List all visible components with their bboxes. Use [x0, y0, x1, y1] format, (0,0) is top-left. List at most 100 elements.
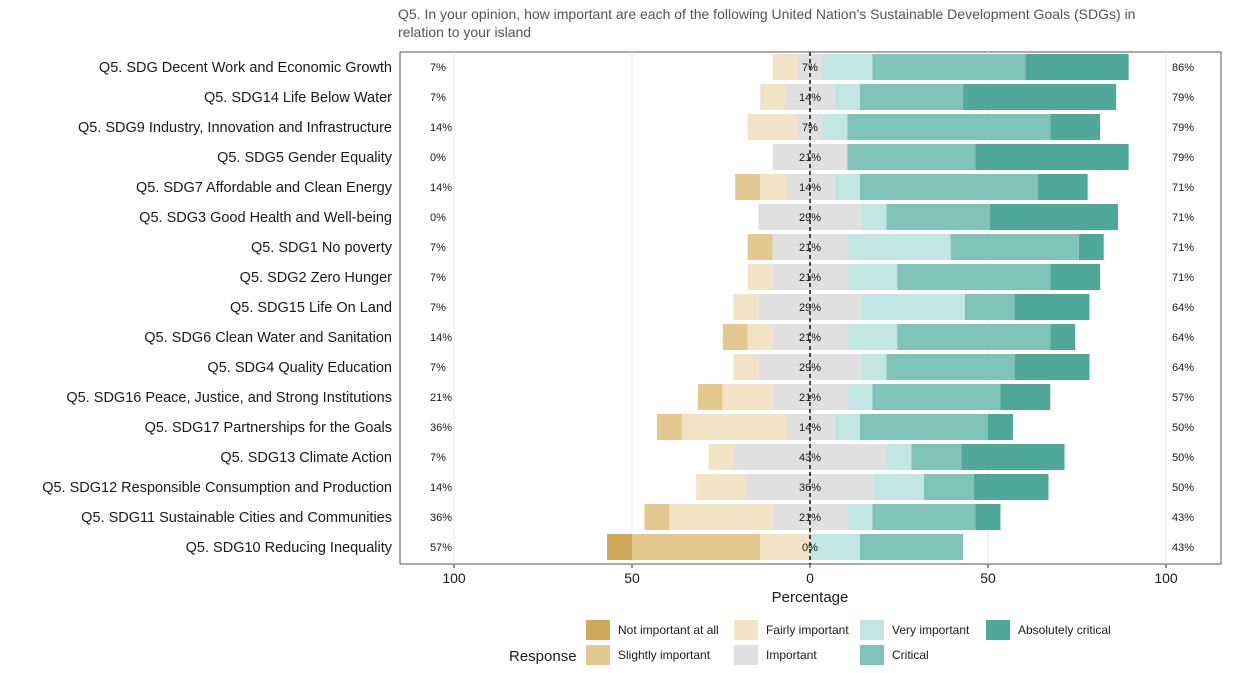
- bar-segment-4-6: [1037, 174, 1088, 200]
- low-pct-label-7: 7%: [430, 272, 446, 284]
- bar-segment-6-1: [747, 234, 773, 260]
- high-pct-label-0: 86%: [1172, 62, 1194, 74]
- category-label-1: Q5. SDG14 Life Below Water: [204, 90, 392, 106]
- category-label-14: Q5. SDG12 Responsible Consumption and Pr…: [42, 480, 392, 496]
- bar-segment-14-4: [874, 474, 924, 500]
- bar-segment-8-2: [733, 294, 759, 320]
- bar-segment-1-6: [963, 84, 1117, 110]
- legend-label-3: Important: [766, 648, 817, 662]
- bar-segment-15-2: [669, 504, 773, 530]
- mid-pct-label-9: 21%: [799, 332, 821, 344]
- low-pct-label-5: 0%: [430, 212, 446, 224]
- bar-segment-14-2: [696, 474, 746, 500]
- mid-pct-label-0: 7%: [802, 62, 818, 74]
- bar-segment-0-2: [772, 54, 798, 80]
- legend-label-5: Critical: [892, 648, 929, 662]
- bar-segment-10-5: [886, 354, 1015, 380]
- low-pct-label-12: 36%: [430, 422, 452, 434]
- legend-swatch-2: [734, 620, 758, 640]
- bar-segment-3-6: [975, 144, 1129, 170]
- bar-segment-7-5: [897, 264, 1051, 290]
- bar-segment-9-1: [722, 324, 748, 350]
- mid-pct-label-16: 0%: [802, 542, 818, 554]
- high-pct-label-6: 71%: [1172, 242, 1194, 254]
- bar-segment-12-4: [834, 414, 860, 440]
- bar-segment-11-2: [722, 384, 773, 410]
- low-pct-label-4: 14%: [430, 182, 452, 194]
- high-pct-label-5: 71%: [1172, 212, 1194, 224]
- bar-segment-14-5: [923, 474, 974, 500]
- legend-label-1: Slightly important: [618, 648, 711, 662]
- high-pct-label-1: 79%: [1172, 92, 1194, 104]
- low-pct-label-16: 57%: [430, 542, 452, 554]
- bar-segment-9-5: [897, 324, 1051, 350]
- bar-segment-16-0: [607, 534, 632, 560]
- low-pct-label-14: 14%: [430, 482, 452, 494]
- bar-segment-8-5: [964, 294, 1015, 320]
- bar-segment-4-1: [735, 174, 761, 200]
- mid-pct-label-1: 14%: [799, 92, 821, 104]
- low-pct-label-10: 7%: [430, 362, 446, 374]
- high-pct-label-9: 64%: [1172, 332, 1194, 344]
- mid-pct-label-8: 29%: [799, 302, 821, 314]
- bar-segment-1-2: [760, 84, 786, 110]
- bar-segment-13-2: [708, 444, 734, 470]
- high-pct-label-7: 71%: [1172, 272, 1194, 284]
- bar-segment-6-5: [950, 234, 1079, 260]
- low-pct-label-15: 36%: [430, 512, 452, 524]
- bar-segment-12-5: [859, 414, 988, 440]
- high-pct-label-14: 50%: [1172, 482, 1194, 494]
- category-label-8: Q5. SDG15 Life On Land: [230, 300, 392, 316]
- mid-pct-label-12: 14%: [799, 422, 821, 434]
- bar-segment-0-6: [1025, 54, 1129, 80]
- mid-pct-label-6: 21%: [799, 242, 821, 254]
- high-pct-label-11: 57%: [1172, 392, 1194, 404]
- category-label-11: Q5. SDG16 Peace, Justice, and Strong Ins…: [66, 390, 392, 406]
- high-pct-label-10: 64%: [1172, 362, 1194, 374]
- bar-segment-13-4: [886, 444, 912, 470]
- bar-segment-2-5: [847, 114, 1051, 140]
- bar-segment-10-6: [1014, 354, 1090, 380]
- bar-segment-5-4: [861, 204, 887, 230]
- high-pct-label-12: 50%: [1172, 422, 1194, 434]
- bar-segment-11-1: [697, 384, 723, 410]
- bar-segment-7-2: [747, 264, 773, 290]
- legend-swatch-0: [586, 620, 610, 640]
- bar-segment-5-6: [989, 204, 1118, 230]
- bar-segment-11-4: [847, 384, 873, 410]
- bar-segment-2-4: [822, 114, 848, 140]
- legend-swatch-5: [860, 645, 884, 665]
- legend-label-0: Not important at all: [618, 623, 719, 637]
- category-label-9: Q5. SDG6 Clean Water and Sanitation: [144, 330, 392, 346]
- category-label-4: Q5. SDG7 Affordable and Clean Energy: [136, 180, 393, 196]
- low-pct-label-3: 0%: [430, 152, 446, 164]
- bar-segment-4-5: [859, 174, 1038, 200]
- mid-pct-label-5: 29%: [799, 212, 821, 224]
- bar-segment-1-5: [859, 84, 964, 110]
- high-pct-label-4: 71%: [1172, 182, 1194, 194]
- legend-swatch-3: [734, 645, 758, 665]
- high-pct-label-3: 79%: [1172, 152, 1194, 164]
- high-pct-label-8: 64%: [1172, 302, 1194, 314]
- category-labels: Q5. SDG Decent Work and Economic Growth 7…: [42, 60, 1194, 556]
- bar-segment-8-6: [1014, 294, 1090, 320]
- category-label-10: Q5. SDG4 Quality Education: [207, 360, 392, 376]
- bar-segment-16-1: [632, 534, 761, 560]
- bar-segment-15-1: [644, 504, 670, 530]
- category-label-12: Q5. SDG17 Partnerships for the Goals: [145, 420, 392, 436]
- low-pct-label-9: 14%: [430, 332, 452, 344]
- x-tick-label-0: 100: [442, 570, 466, 586]
- bar-segment-13-5: [911, 444, 962, 470]
- legend-title: Response: [509, 648, 577, 665]
- bar-segment-7-4: [847, 264, 898, 290]
- category-label-5: Q5. SDG3 Good Health and Well-being: [139, 210, 392, 226]
- legend-swatch-1: [586, 645, 610, 665]
- category-label-6: Q5. SDG1 No poverty: [251, 240, 393, 256]
- legend: Response Not important at all Slightly im…: [509, 620, 1111, 665]
- bar-segments: [607, 54, 1129, 560]
- bar-segment-9-2: [747, 324, 773, 350]
- bar-segment-2-6: [1050, 114, 1101, 140]
- bar-segment-4-2: [760, 174, 786, 200]
- high-pct-label-13: 50%: [1172, 452, 1194, 464]
